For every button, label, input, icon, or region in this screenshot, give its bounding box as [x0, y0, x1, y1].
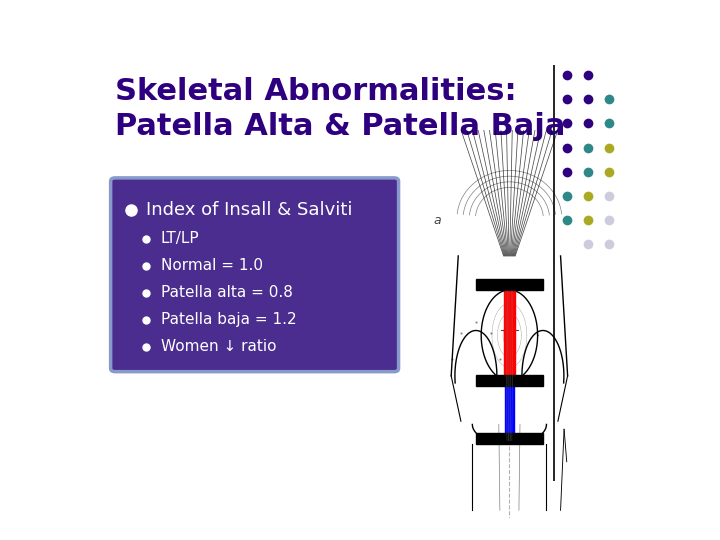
- Bar: [505, 381, 514, 441]
- Text: Women ↓ ratio: Women ↓ ratio: [161, 339, 276, 354]
- Text: Skeletal Abnormalities:
Patella Alta & Patella Baja: Skeletal Abnormalities: Patella Alta & P…: [115, 77, 565, 141]
- Text: Patella baja = 1.2: Patella baja = 1.2: [161, 312, 297, 327]
- FancyBboxPatch shape: [111, 178, 399, 372]
- Bar: [476, 375, 543, 386]
- Bar: [476, 279, 543, 290]
- Text: Index of Insall & Salviti: Index of Insall & Salviti: [145, 201, 352, 219]
- Bar: [504, 290, 515, 381]
- Text: Normal = 1.0: Normal = 1.0: [161, 258, 263, 273]
- Text: Patella alta = 0.8: Patella alta = 0.8: [161, 285, 293, 300]
- Bar: [476, 433, 543, 444]
- Text: a: a: [433, 214, 441, 227]
- Text: LT/LP: LT/LP: [161, 231, 199, 246]
